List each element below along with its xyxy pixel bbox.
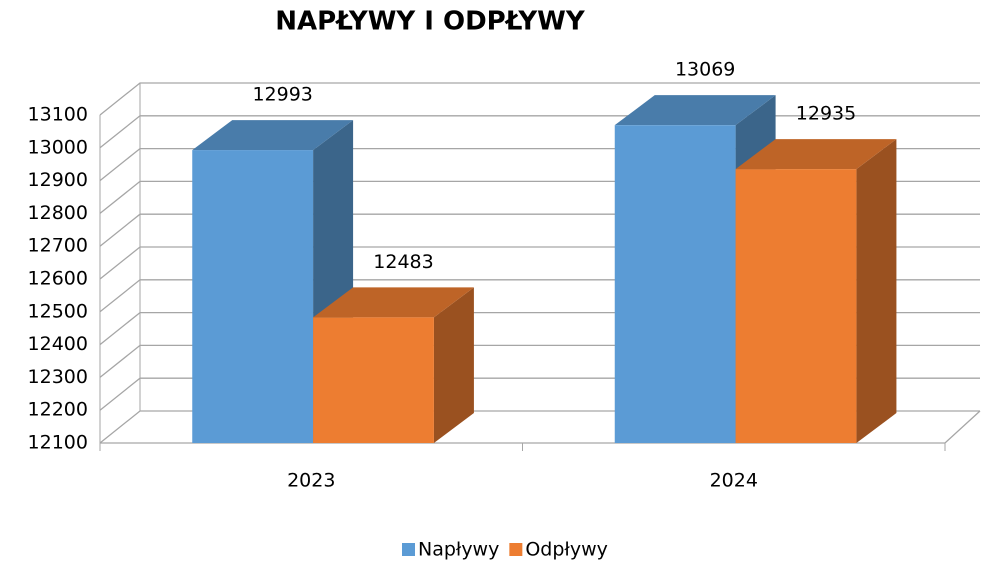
x-tick-label: 2023 — [287, 470, 335, 492]
bar — [192, 150, 314, 443]
data-label: 12935 — [796, 103, 856, 125]
legend-label: Odpływy — [525, 539, 608, 561]
chart-title: NAPŁYWY I ODPŁYWY — [275, 7, 586, 37]
bar — [614, 125, 736, 443]
bar-top — [192, 120, 354, 151]
bar-top — [735, 139, 897, 170]
bar-top — [614, 95, 776, 126]
y-tick-label: 13100 — [28, 104, 88, 126]
bar-side — [856, 139, 897, 443]
y-tick-label: 12800 — [28, 202, 88, 224]
bar-side — [433, 287, 474, 443]
legend-swatch — [509, 543, 523, 556]
y-tick-label: 12200 — [28, 399, 88, 421]
y-tick-label: 12400 — [28, 333, 88, 355]
legend-swatch — [402, 543, 415, 556]
y-tick-label: 12600 — [28, 268, 88, 290]
grid-line — [99, 82, 980, 116]
y-tick-label: 12900 — [28, 169, 88, 191]
y-tick-label: 12300 — [28, 366, 88, 388]
data-label: 13069 — [675, 59, 735, 81]
data-label: 12483 — [373, 251, 433, 273]
y-tick-label: 12100 — [28, 432, 88, 454]
legend-label: Napływy — [418, 539, 499, 561]
y-tick-label: 12500 — [28, 300, 88, 322]
y-tick-label: 13000 — [28, 136, 88, 158]
x-tick-label: 2024 — [710, 470, 758, 492]
bar — [735, 169, 857, 443]
bar-top — [313, 287, 474, 318]
y-tick-label: 12700 — [28, 235, 88, 257]
data-label: 12993 — [252, 84, 312, 106]
bar — [313, 317, 434, 443]
